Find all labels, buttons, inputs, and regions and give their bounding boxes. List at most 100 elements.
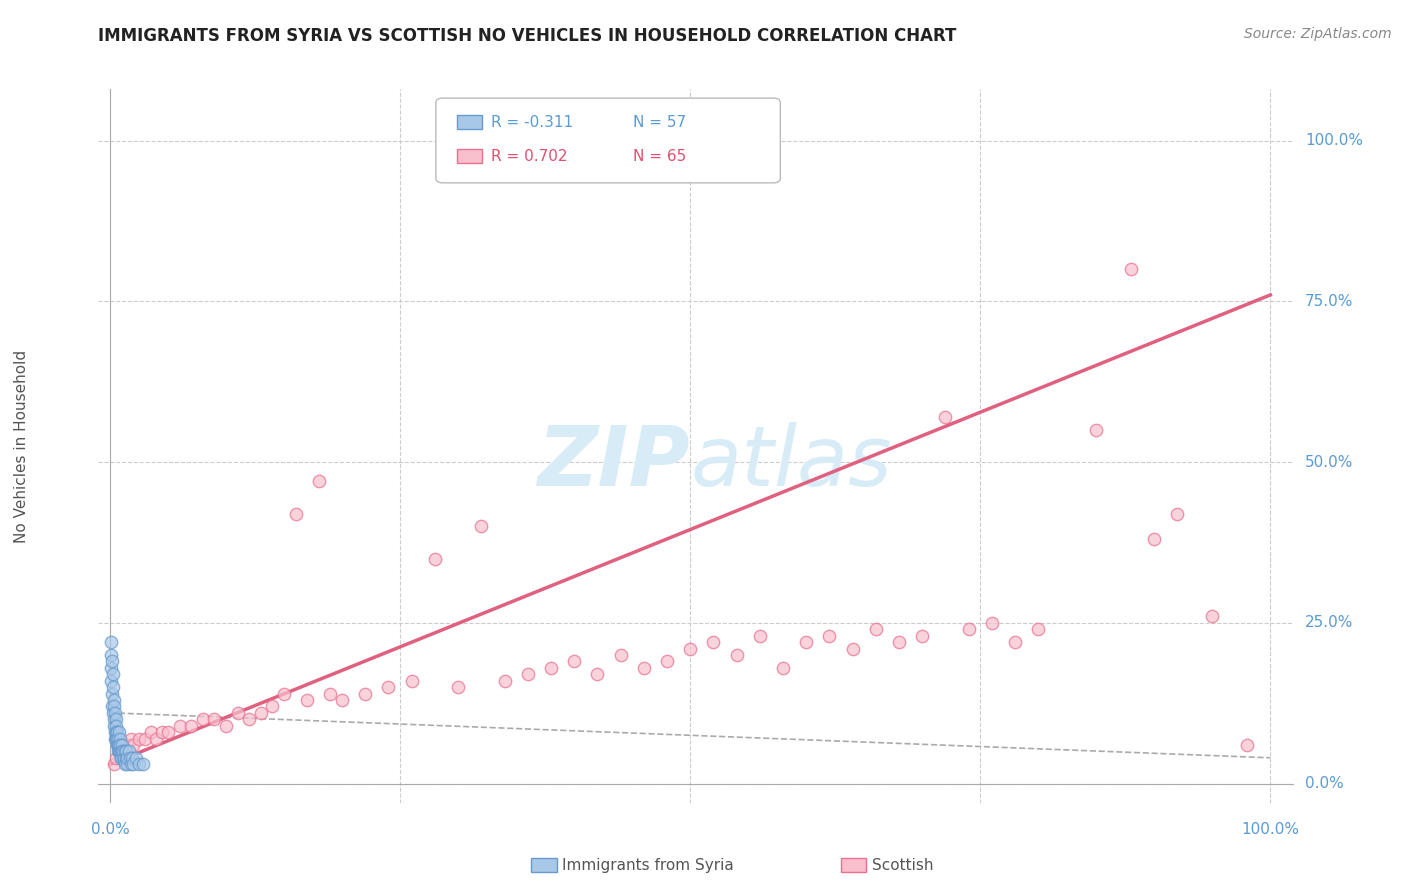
Point [128,757,150,772]
Point [108,731,131,746]
Point [100,686,122,700]
Point [423,551,446,566]
Point [104,725,127,739]
Point [107,744,129,758]
Point [103,757,125,772]
Point [401,673,423,688]
Point [112,751,135,765]
Point [110,738,132,752]
Point [122,738,145,752]
Point [633,661,655,675]
Point [117,744,139,758]
Point [297,693,319,707]
Point [169,719,191,733]
Text: 25.0%: 25.0% [1305,615,1354,631]
Point [100,635,122,649]
Point [110,744,132,758]
Point [308,475,330,489]
Text: 100.0%: 100.0% [1241,822,1299,837]
Point [1236,738,1258,752]
Point [111,751,134,765]
Point [118,751,141,765]
Text: N = 65: N = 65 [633,149,686,163]
Point [377,680,399,694]
Point [107,744,129,758]
Point [215,719,238,733]
Text: Source: ZipAtlas.com: Source: ZipAtlas.com [1244,27,1392,41]
Point [865,622,887,636]
Point [818,629,841,643]
Point [108,725,131,739]
Point [117,738,139,752]
Text: 0.0%: 0.0% [90,822,129,837]
Point [115,744,138,758]
Point [107,731,129,746]
Point [105,725,128,739]
Point [262,699,284,714]
Point [447,680,470,694]
Point [1004,635,1026,649]
Point [191,712,214,726]
Point [101,654,124,668]
Point [104,751,127,765]
Point [330,693,353,707]
Point [110,751,132,765]
Point [100,648,122,662]
Point [180,719,202,733]
Point [1166,507,1188,521]
Point [494,673,516,688]
Point [110,751,132,765]
Point [725,648,748,662]
Point [157,725,180,739]
Point [957,622,980,636]
Text: N = 57: N = 57 [633,115,686,129]
Point [104,712,127,726]
Point [1085,423,1108,437]
Point [105,738,128,752]
Point [128,731,150,746]
Point [609,648,631,662]
Point [226,706,249,720]
Text: ZIP: ZIP [537,422,690,502]
Point [273,686,295,700]
Text: 50.0%: 50.0% [1305,455,1354,469]
Point [101,699,124,714]
Text: atlas: atlas [690,422,891,502]
Point [145,731,167,746]
Point [107,738,129,752]
Point [1026,622,1049,636]
Point [100,673,122,688]
Point [934,410,956,425]
Point [121,751,143,765]
Point [105,725,128,739]
Point [1119,262,1142,277]
Text: No Vehicles in Household: No Vehicles in Household [14,350,28,542]
Point [516,667,538,681]
Point [131,757,153,772]
Point [284,507,307,521]
Point [748,629,770,643]
Point [114,744,136,758]
Point [702,635,724,649]
Point [108,738,131,752]
Text: Immigrants from Syria: Immigrants from Syria [562,858,734,872]
Point [911,629,934,643]
Point [124,751,146,765]
Point [104,706,127,720]
Point [101,680,124,694]
Point [122,757,145,772]
Point [887,635,910,649]
Point [103,699,125,714]
Text: 0.0%: 0.0% [1305,776,1344,791]
Point [134,731,156,746]
Point [111,744,134,758]
Point [586,667,609,681]
Point [114,751,136,765]
Point [540,661,562,675]
Point [470,519,492,533]
Point [115,757,138,772]
Point [105,731,128,746]
Point [112,744,135,758]
Point [679,641,702,656]
Point [120,757,142,772]
